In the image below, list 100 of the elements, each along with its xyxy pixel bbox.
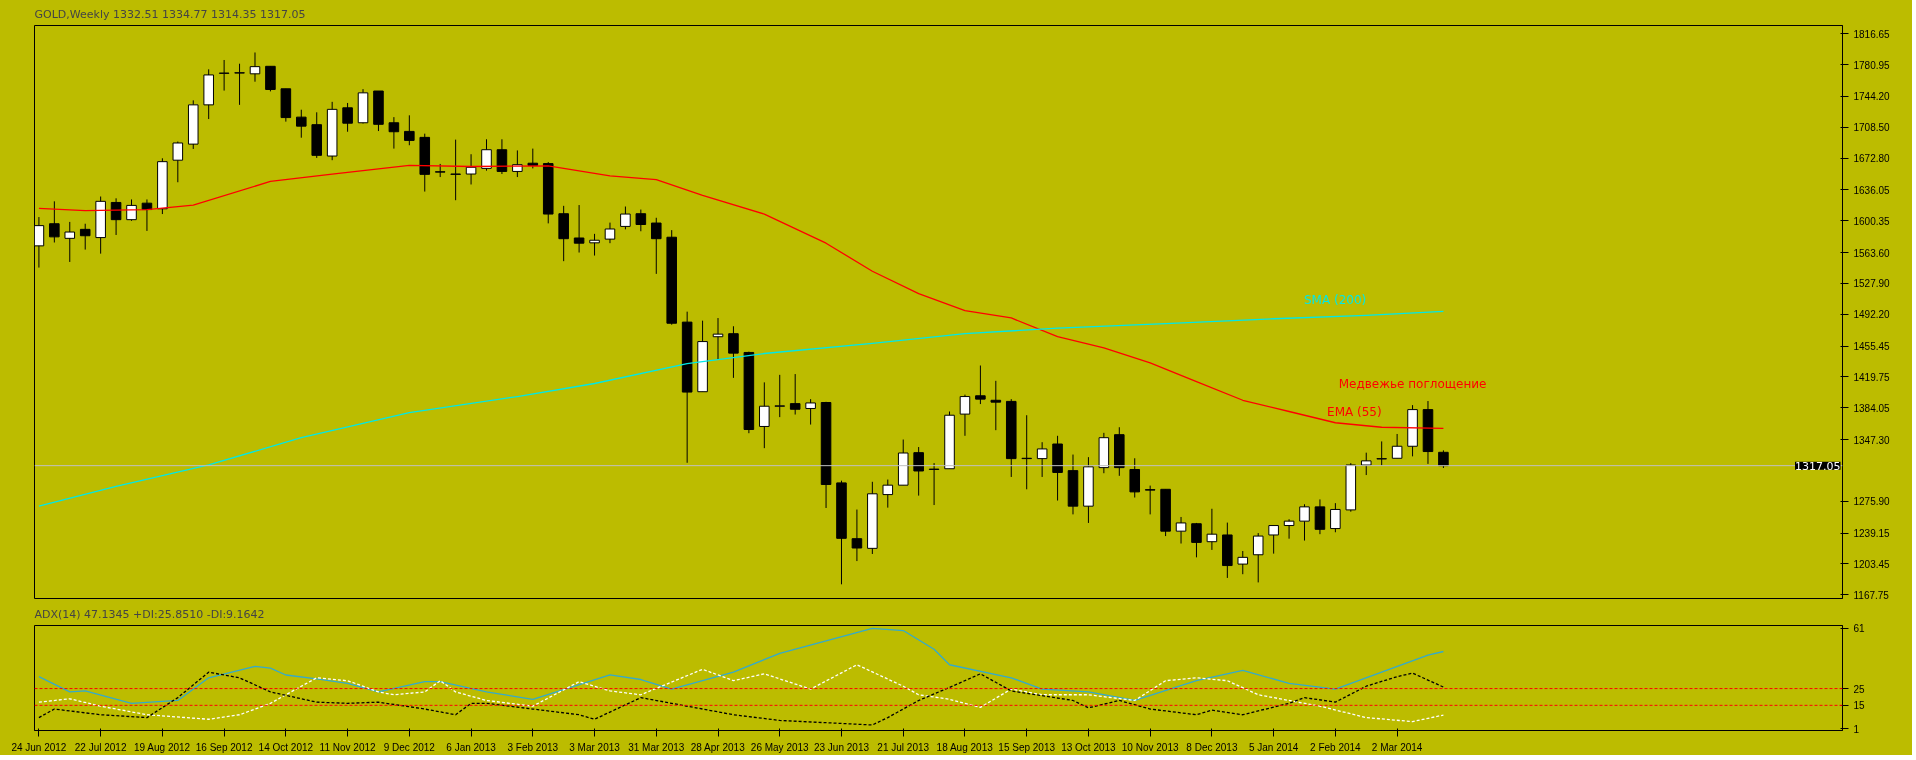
y-tick-label: 1708.50: [1853, 122, 1891, 134]
candlestick: [805, 398, 816, 426]
candlestick: [1129, 457, 1141, 499]
y-tick-label: 1419.75: [1853, 371, 1891, 383]
x-tick-label: 28 Apr 2013: [690, 741, 746, 753]
candlestick: [49, 200, 60, 243]
candlestick: [110, 197, 122, 236]
y-tick-label: 1816.65: [1853, 28, 1891, 40]
y-tick-label: 1563.60: [1853, 247, 1891, 259]
candlestick: [34, 216, 45, 269]
candlestick: [728, 325, 739, 379]
x-tick-label: 24 Jun 2012: [11, 741, 67, 753]
candlestick: [64, 221, 76, 263]
candlestick: [882, 479, 894, 509]
y-tick-label: 1275.90: [1853, 496, 1891, 508]
candlestick: [1036, 441, 1048, 478]
candlestick: [1299, 503, 1310, 542]
candlestick: [620, 206, 631, 230]
y-tick-label: 1167.75: [1853, 589, 1890, 601]
x-tick-label: 10 Nov 2013: [1121, 741, 1179, 753]
candlestick: [404, 114, 415, 146]
y-tick-label: 25: [1853, 683, 1866, 695]
x-tick-label: 21 Jul 2013: [877, 741, 930, 753]
x-tick-label: 23 Jun 2013: [813, 741, 870, 753]
candlestick: [265, 65, 276, 92]
candlestick: [172, 141, 184, 183]
candlestick: [774, 374, 786, 418]
x-tick-label: 3 Mar 2013: [569, 741, 621, 753]
candlestick: [913, 446, 924, 497]
candlestick: [1330, 502, 1341, 533]
candlestick: [990, 380, 1002, 431]
candlestick: [342, 102, 353, 133]
x-tick-label: 15 Sep 2013: [998, 741, 1056, 753]
x-tick-label: 16 Sep 2012: [195, 741, 253, 753]
y-tick-label: 1527.90: [1853, 278, 1891, 290]
candlestick: [1314, 498, 1326, 535]
x-tick-label: 26 May 2013: [750, 741, 810, 753]
candlestick: [604, 222, 616, 244]
y-tick-label: 1636.05: [1853, 184, 1891, 196]
candlestick: [218, 59, 230, 92]
candlestick: [851, 509, 863, 562]
annotation: Медвежье поглощение: [1338, 377, 1487, 392]
y-tick-label: 1780.95: [1853, 59, 1891, 71]
candlestick: [296, 109, 307, 139]
candlestick: [573, 204, 585, 254]
line-series: [38, 627, 1445, 704]
y-tick-label: 1600.35: [1853, 215, 1891, 227]
y-tick-label: 1492.20: [1853, 309, 1891, 321]
y-tick-label: 1744.20: [1853, 91, 1891, 103]
chart-title: GOLD,Weekly 1332.51 1334.77 1314.35 1317.05: [34, 7, 306, 21]
x-tick-label: 13 Oct 2013: [1061, 741, 1117, 753]
candlestick: [450, 139, 461, 201]
candlestick: [79, 223, 91, 251]
x-tick-label: 19 Aug 2012: [134, 741, 191, 753]
y-tick-label: 1384.05: [1853, 402, 1891, 414]
y-tick-label: 1347.30: [1853, 434, 1891, 446]
x-tick-label: 3 Feb 2013: [507, 741, 559, 753]
candlestick: [465, 153, 477, 185]
candlestick: [1144, 485, 1156, 515]
x-tick-label: 22 Jul 2012: [74, 741, 127, 753]
line-series: [38, 671, 1445, 726]
candlestick: [1391, 433, 1403, 459]
candlestick: [234, 63, 245, 106]
candlestick: [928, 462, 940, 506]
candlestick: [1252, 532, 1264, 583]
x-tick-label: 14 Oct 2012: [258, 741, 314, 753]
candlestick: [481, 138, 492, 172]
candlestick: [1268, 525, 1279, 555]
y-tick-label: 61: [1853, 623, 1866, 635]
candlestick: [1376, 440, 1387, 467]
series-label: SMA (200): [1303, 293, 1367, 308]
candlestick: [959, 394, 971, 437]
candlestick: [759, 381, 770, 449]
candlestick: [1283, 518, 1295, 540]
x-tick-label: 2 Mar 2014: [1371, 741, 1423, 753]
candlestick: [712, 317, 724, 361]
x-tick-label: 31 Mar 2013: [628, 741, 685, 753]
ref-line-label: 1317.05: [1795, 459, 1841, 473]
candlestick: [1237, 550, 1249, 575]
y-tick-label: 15: [1853, 700, 1866, 712]
x-tick-label: 11 Nov 2012: [319, 741, 377, 753]
x-tick-label: 2 Feb 2014: [1310, 741, 1362, 753]
x-tick-label: 5 Jan 2014: [1248, 741, 1299, 753]
candlestick: [388, 116, 400, 150]
y-tick-label: 1239.15: [1853, 528, 1891, 540]
series-label: EMA (55): [1327, 405, 1382, 420]
candlestick: [635, 209, 647, 232]
x-tick-label: 18 Aug 2013: [936, 741, 994, 753]
x-tick-label: 9 Dec 2012: [383, 741, 436, 753]
candlestick: [126, 198, 137, 222]
candlestick: [496, 138, 508, 175]
x-tick-label: 6 Jan 2013: [446, 741, 497, 753]
candlestick: [789, 373, 801, 416]
candlestick: [249, 51, 261, 83]
x-tick-label: 8 Dec 2013: [1186, 741, 1238, 753]
y-tick-label: 1203.45: [1853, 558, 1891, 570]
candlestick: [975, 365, 986, 405]
candlestick: [650, 217, 662, 275]
y-tick-label: 1: [1853, 723, 1860, 735]
y-tick-label: 1455.45: [1853, 341, 1891, 353]
